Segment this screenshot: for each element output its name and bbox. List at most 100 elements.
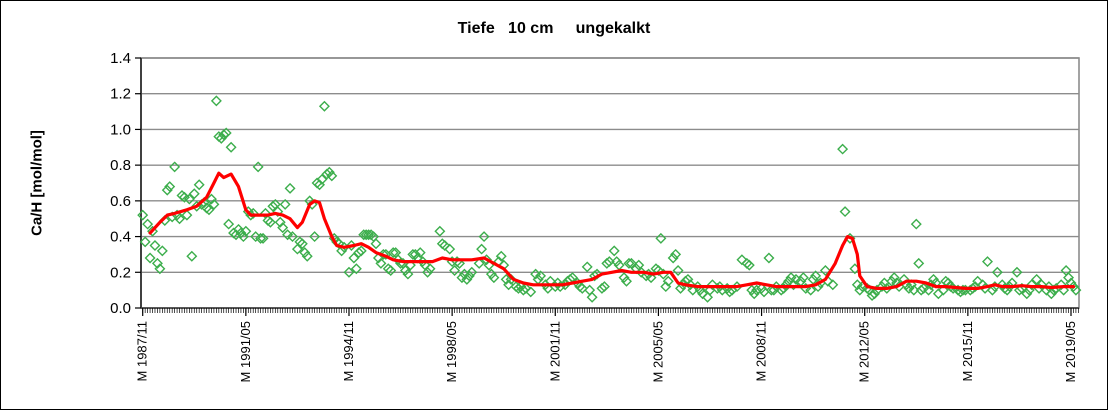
- data-point: [375, 257, 387, 269]
- data-point: [326, 170, 338, 182]
- data-point: [188, 188, 200, 200]
- data-point: [164, 181, 176, 193]
- x-tick-label: M 1991/05: [238, 321, 253, 382]
- data-point: [463, 270, 475, 282]
- data-point: [257, 232, 269, 244]
- data-point: [837, 143, 849, 155]
- data-point: [910, 218, 922, 230]
- data-point: [1036, 279, 1048, 291]
- data-point: [272, 206, 284, 218]
- data-point: [645, 272, 657, 284]
- data-point: [287, 231, 298, 243]
- data-point: [675, 282, 687, 294]
- data-point: [954, 286, 966, 298]
- data-point: [581, 261, 593, 273]
- data-point: [232, 223, 244, 235]
- plot-border: [140, 57, 1080, 309]
- data-point: [1021, 288, 1033, 300]
- data-point: [414, 247, 426, 259]
- data-point: [488, 272, 500, 284]
- data-point: [154, 263, 166, 275]
- data-point: [716, 284, 728, 296]
- data-point: [525, 286, 537, 298]
- x-tick-label: M 2015/11: [960, 321, 975, 381]
- data-point: [454, 257, 465, 269]
- chart-title: Tiefe 10 cm ungekalkt: [457, 20, 651, 37]
- data-point: [591, 268, 603, 280]
- data-point: [996, 279, 1008, 291]
- data-point: [156, 245, 168, 257]
- data-point: [409, 248, 421, 260]
- data-point: [1063, 272, 1075, 284]
- data-point: [385, 265, 397, 276]
- data-point: [476, 243, 488, 255]
- data-point: [355, 245, 367, 257]
- x-tick-label: M 2001/11: [547, 321, 562, 381]
- data-point: [296, 238, 308, 250]
- trend-line: [148, 171, 1076, 290]
- data-point: [763, 252, 775, 264]
- x-tick-label: M 1994/11: [341, 321, 356, 381]
- data-point: [1026, 279, 1038, 291]
- data-point: [603, 256, 615, 268]
- data-point: [225, 141, 237, 153]
- data-point: [215, 132, 227, 144]
- data-point: [348, 252, 360, 264]
- data-point: [473, 257, 485, 269]
- data-point: [434, 225, 446, 237]
- data-point: [810, 270, 822, 282]
- data-point: [343, 266, 355, 278]
- data-point: [183, 193, 195, 205]
- data-point: [144, 252, 156, 264]
- data-point: [797, 272, 809, 284]
- data-point: [139, 236, 151, 248]
- data-point: [142, 218, 154, 230]
- x-tick-label: M 2019/05: [1063, 321, 1078, 382]
- data-point: [768, 284, 780, 296]
- data-point: [277, 222, 289, 234]
- x-tick-label: M 2012/05: [857, 321, 872, 382]
- y-tick-label: 0.6: [110, 193, 131, 210]
- data-point: [986, 284, 998, 296]
- data-point: [775, 284, 787, 296]
- data-point: [756, 282, 768, 294]
- data-point: [743, 259, 755, 271]
- data-point: [210, 95, 222, 107]
- x-tick-label: M 2005/05: [650, 321, 665, 382]
- data-point: [621, 275, 632, 287]
- data-point: [655, 232, 667, 244]
- data-point: [586, 291, 598, 303]
- data-point: [702, 291, 714, 303]
- data-point: [485, 268, 497, 280]
- y-tick-label: 1.0: [110, 121, 131, 138]
- x-tick-label: M 1998/05: [444, 321, 459, 382]
- y-tick-label: 0.0: [110, 300, 131, 317]
- data-point: [748, 288, 760, 300]
- data-point: [697, 288, 709, 300]
- data-point: [1013, 284, 1025, 296]
- data-point: [186, 250, 198, 262]
- data-point: [223, 218, 235, 230]
- data-point: [1031, 273, 1043, 285]
- data-point: [279, 198, 291, 210]
- data-point: [552, 277, 564, 289]
- data-point: [495, 250, 507, 262]
- data-point: [694, 284, 706, 296]
- data-point: [746, 284, 758, 296]
- data-point: [601, 257, 613, 269]
- data-point: [1001, 284, 1013, 296]
- data-point: [174, 213, 186, 225]
- data-point: [424, 263, 436, 275]
- data-point: [149, 240, 161, 251]
- data-point: [358, 229, 370, 241]
- data-point: [913, 257, 925, 269]
- data-point: [1055, 279, 1067, 291]
- data-point: [193, 179, 205, 191]
- data-point: [466, 266, 478, 278]
- data-point: [291, 243, 303, 255]
- data-point: [336, 245, 348, 257]
- data-point: [724, 286, 736, 298]
- y-tick-label: 1.4: [110, 50, 131, 67]
- data-point: [151, 257, 163, 269]
